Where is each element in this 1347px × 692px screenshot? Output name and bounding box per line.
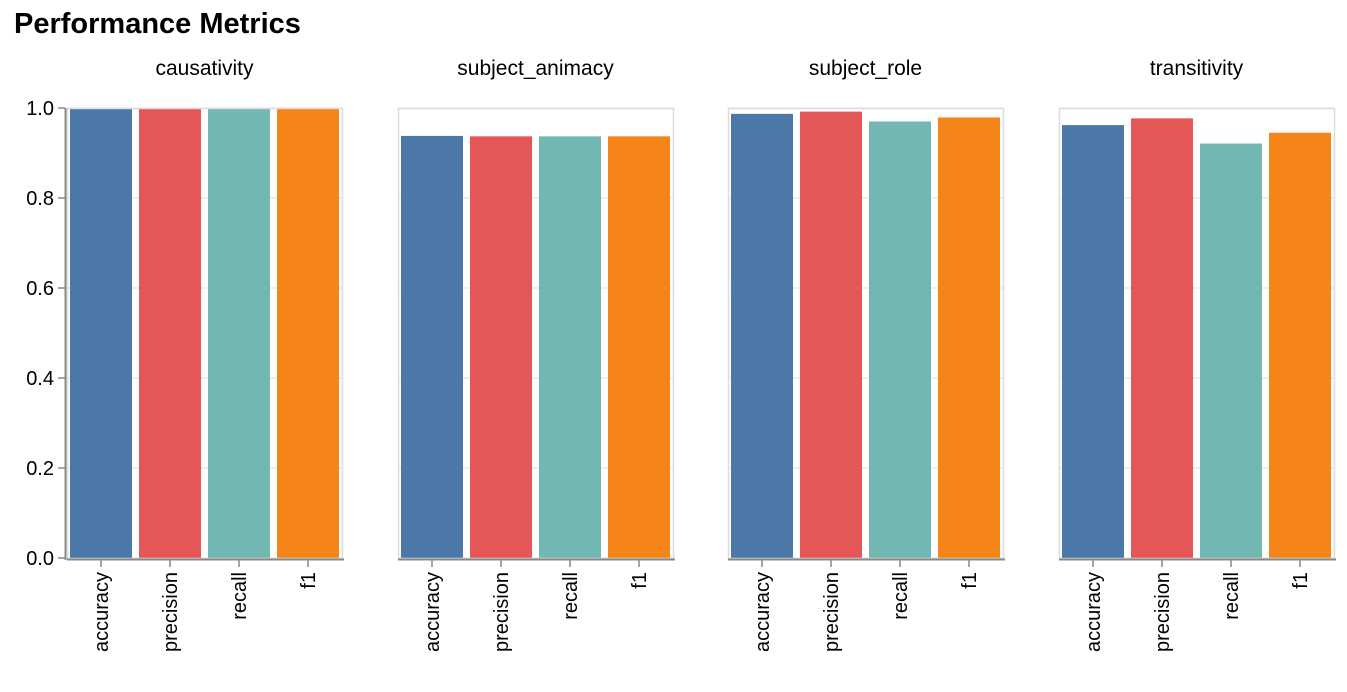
y-tick-label: 0.4 — [26, 368, 54, 390]
bar-subject_role-precision — [800, 111, 862, 558]
bar-subject_role-recall — [869, 121, 931, 558]
facet-title: subject_animacy — [457, 57, 614, 80]
x-tick-label: recall — [229, 572, 251, 620]
bar-transitivity-recall — [1200, 143, 1262, 559]
x-tick-label: recall — [560, 572, 582, 620]
x-tick-label: precision — [821, 572, 843, 652]
bar-causativity-accuracy — [70, 108, 132, 558]
x-tick-label: recall — [890, 572, 912, 620]
bar-causativity-f1 — [277, 108, 339, 558]
y-tick-label: 0.0 — [26, 548, 54, 570]
bar-causativity-precision — [139, 108, 201, 558]
x-tick-label: precision — [1152, 572, 1174, 652]
x-tick-label: f1 — [629, 572, 651, 589]
facet-title: causativity — [155, 57, 254, 80]
x-tick-label: accuracy — [422, 572, 444, 652]
facet-title: subject_role — [809, 57, 922, 80]
bar-subject_role-accuracy — [731, 113, 793, 558]
y-tick-label: 0.6 — [26, 278, 54, 300]
bar-subject_animacy-precision — [470, 136, 532, 558]
x-tick-label: f1 — [959, 572, 981, 589]
bar-subject_role-f1 — [938, 117, 1000, 558]
x-tick-label: precision — [160, 572, 182, 652]
x-tick-label: accuracy — [752, 572, 774, 652]
y-tick-label: 0.2 — [26, 458, 54, 480]
bar-subject_animacy-accuracy — [401, 135, 463, 558]
x-tick-label: f1 — [298, 572, 320, 589]
bar-subject_animacy-recall — [539, 136, 601, 558]
facet-title: transitivity — [1150, 57, 1244, 80]
y-tick-label: 1.0 — [26, 98, 54, 120]
x-tick-label: f1 — [1290, 572, 1312, 589]
y-tick-label: 0.8 — [26, 188, 54, 210]
x-tick-label: accuracy — [1083, 572, 1105, 652]
bar-transitivity-precision — [1131, 118, 1193, 558]
bar-subject_animacy-f1 — [608, 136, 670, 558]
bar-transitivity-f1 — [1269, 132, 1331, 558]
x-tick-label: recall — [1221, 572, 1243, 620]
chart-title: Performance Metrics — [14, 8, 301, 40]
x-tick-label: precision — [491, 572, 513, 652]
x-tick-label: accuracy — [91, 572, 113, 652]
bar-causativity-recall — [208, 108, 270, 558]
bar-transitivity-accuracy — [1062, 125, 1124, 558]
